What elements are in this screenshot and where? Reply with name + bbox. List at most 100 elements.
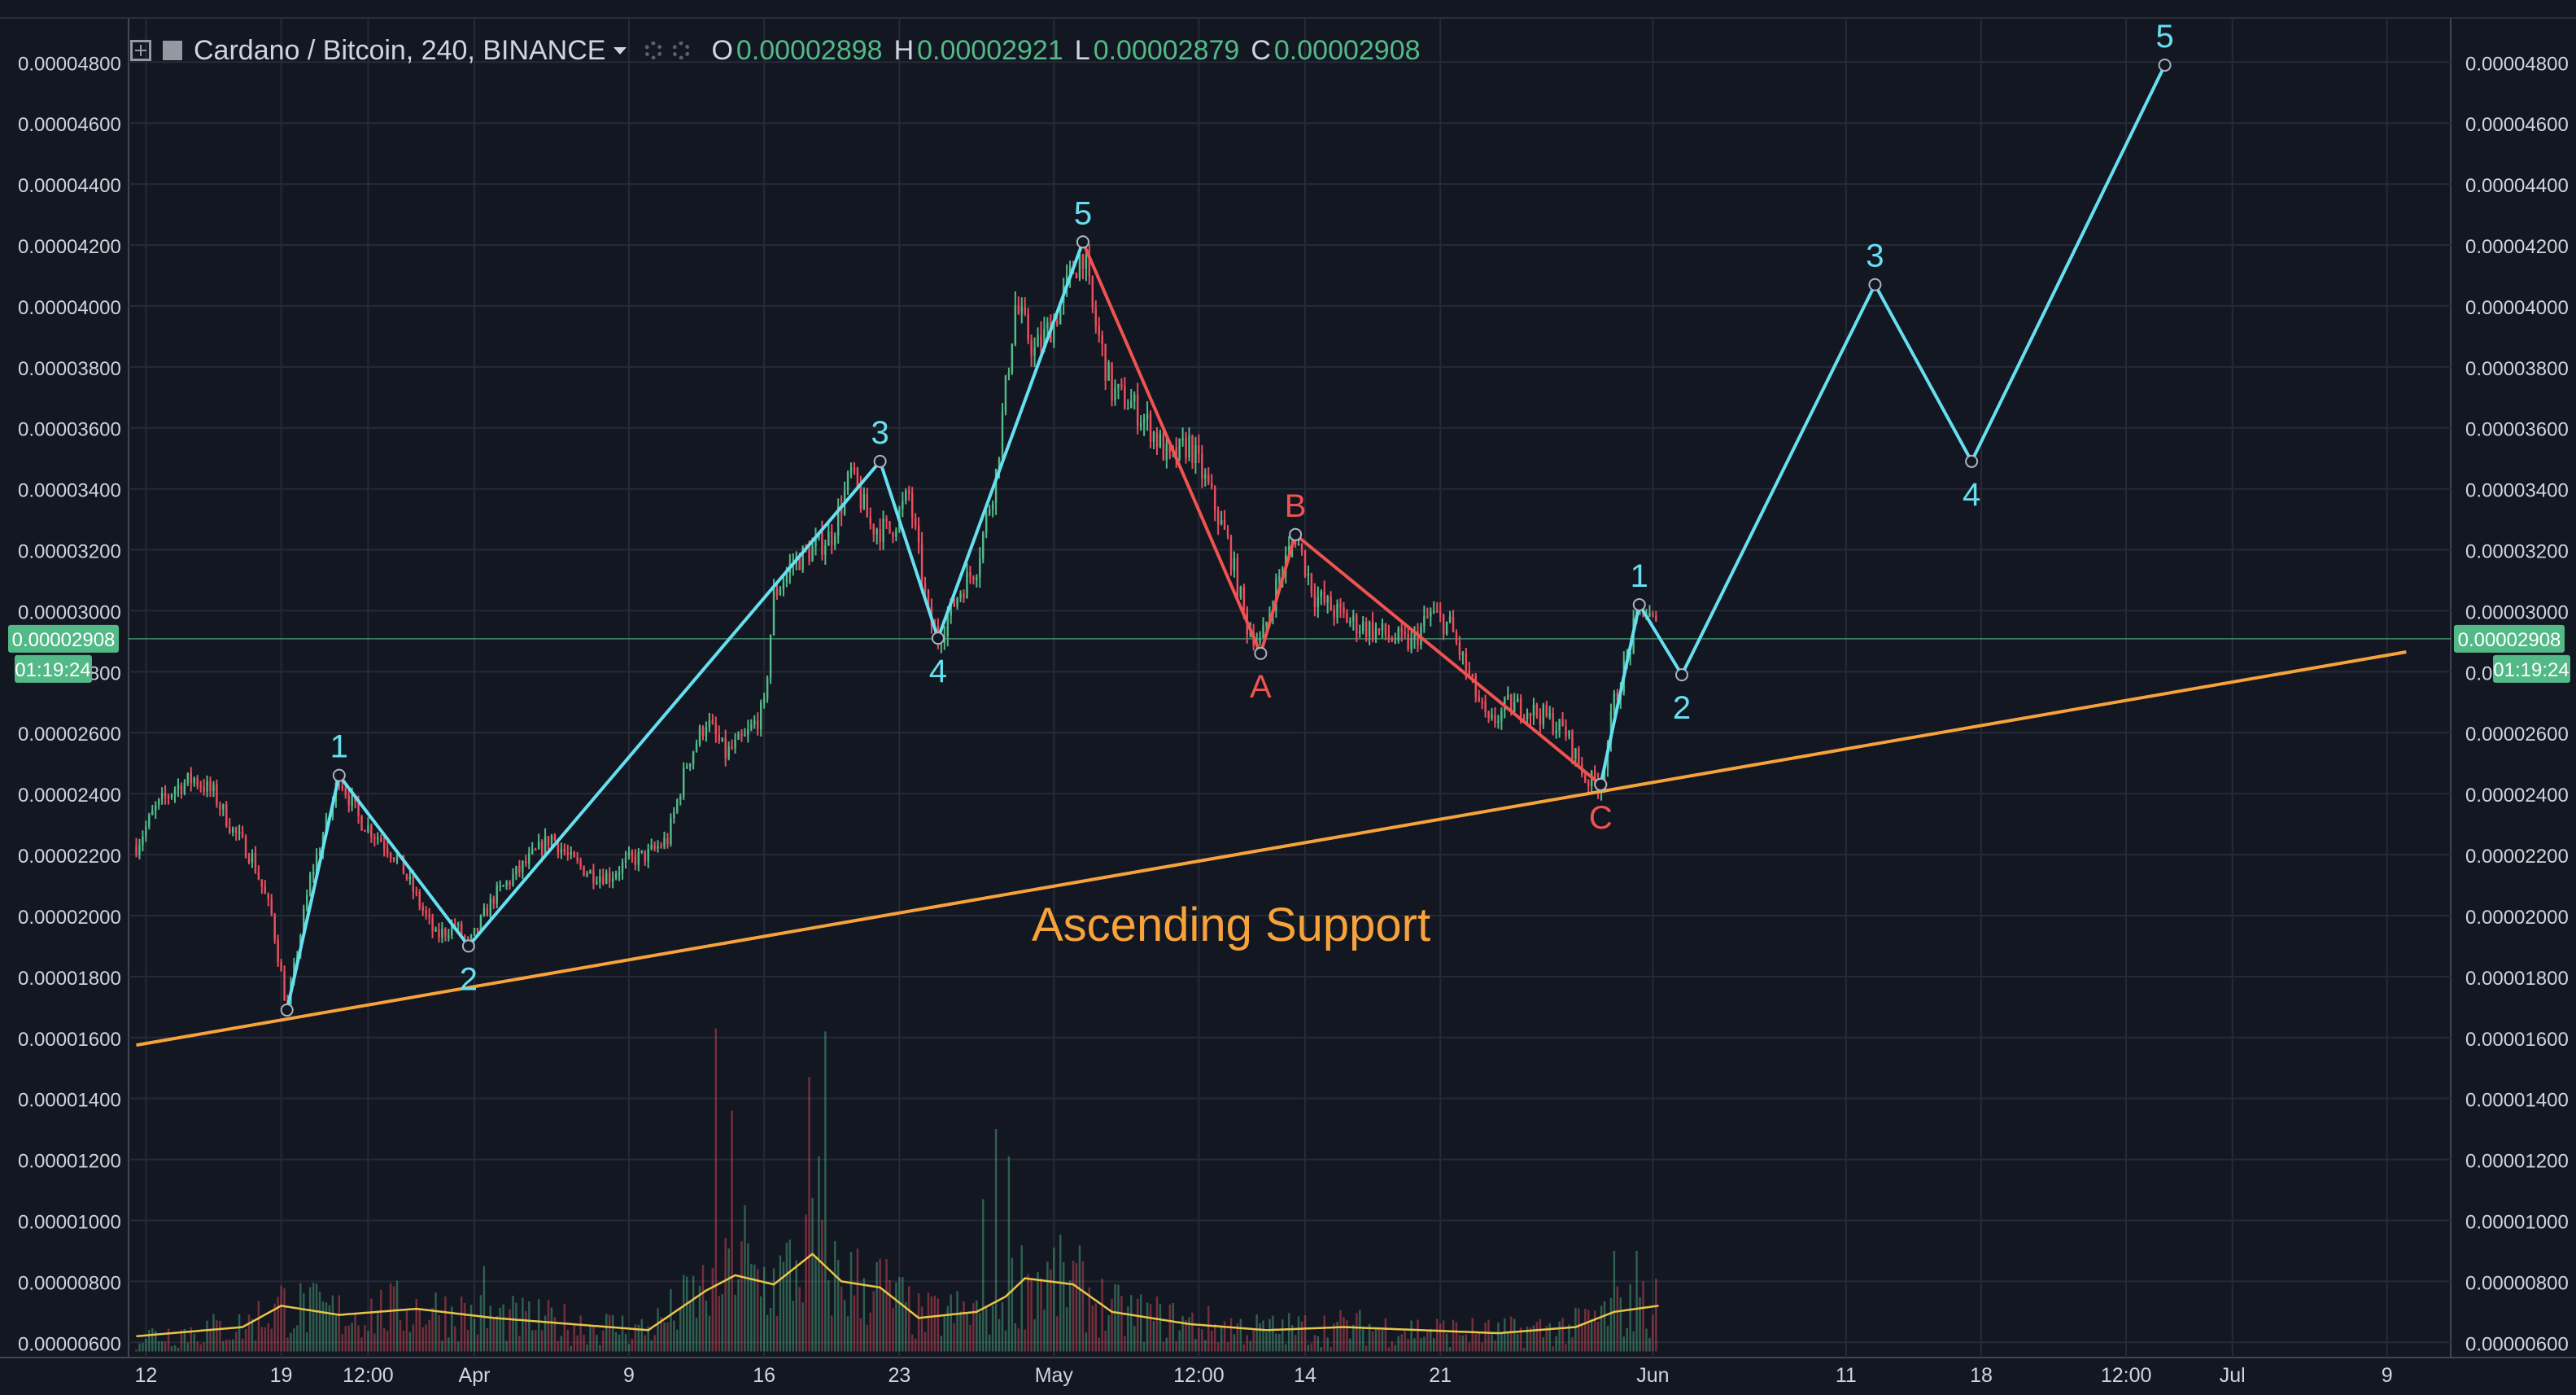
volume-bar (576, 1335, 579, 1352)
wave-point (280, 1004, 294, 1017)
format-icon[interactable] (672, 42, 691, 59)
volume-bar (1185, 1320, 1187, 1352)
volume-bar (1445, 1333, 1448, 1352)
wave-point (931, 632, 945, 645)
volume-bar (1198, 1327, 1200, 1352)
volume-bar (280, 1285, 282, 1352)
volume-bar (1510, 1316, 1513, 1352)
volume-bar (1043, 1310, 1046, 1352)
volume-bar (254, 1340, 257, 1352)
candle-body (998, 457, 1001, 470)
candle-body (1371, 621, 1374, 638)
chevron-down-icon[interactable] (613, 46, 627, 55)
volume-bar (1078, 1245, 1081, 1352)
volume-bar (367, 1331, 369, 1352)
candle-body (1329, 596, 1332, 611)
volume-bar (1458, 1335, 1461, 1352)
candle-body (1478, 697, 1480, 702)
candle-body (1127, 408, 1129, 410)
candle-body (260, 879, 264, 887)
volume-bar (1175, 1340, 1177, 1352)
y-tick-label-left: 0.00004800 (18, 53, 121, 75)
candle-body (479, 915, 482, 931)
candle-body (969, 572, 971, 577)
candle-body (1300, 544, 1303, 551)
candle-body (1104, 343, 1107, 381)
volume-bar (1529, 1327, 1532, 1352)
y-tick-label-right: 0.00002200 (2465, 846, 2569, 868)
candle-body (1471, 674, 1474, 676)
candle-body (382, 842, 386, 849)
volume-bar (1423, 1336, 1426, 1352)
candle-body (605, 872, 608, 884)
candle-body (428, 914, 430, 917)
candle-body (866, 493, 869, 518)
volume-bar (473, 1318, 476, 1352)
volume-bar (920, 1306, 923, 1352)
volume-bar (705, 1301, 708, 1352)
candle-body (463, 936, 466, 939)
candle-body (834, 536, 836, 545)
candle-body (1346, 612, 1348, 623)
volume-bar (953, 1323, 955, 1352)
y-tick-label-right: 0.00002000 (2465, 907, 2569, 929)
candle-body (155, 805, 157, 811)
volume-bar (1146, 1302, 1149, 1352)
candle-body (814, 538, 817, 547)
volume-bar (985, 1305, 988, 1352)
candle-body (734, 739, 736, 749)
candle-body (457, 923, 460, 926)
candle-body (637, 851, 640, 865)
volume-bar (1587, 1310, 1590, 1352)
volume-bar (334, 1315, 338, 1352)
settings-icon[interactable] (644, 42, 663, 59)
candle-body (386, 848, 389, 854)
candle-body (270, 899, 273, 915)
volume-bar (1088, 1287, 1091, 1352)
volume-bar (892, 1307, 894, 1352)
candle-body (1455, 632, 1458, 642)
wave-point (873, 454, 887, 468)
y-tick-label-right: 0.00004600 (2465, 114, 2569, 136)
candle-body (308, 875, 312, 895)
candle-body (1242, 586, 1246, 609)
volume-bar (1024, 1329, 1026, 1352)
candle-body (1236, 558, 1239, 597)
candle-body (1178, 439, 1181, 460)
candle-body (306, 894, 308, 909)
ascending-support-line[interactable]: Ascending Support (136, 650, 2407, 1047)
candle-body (522, 861, 524, 872)
candle-body (476, 928, 479, 931)
candle-body (1487, 711, 1490, 719)
candle-body (1185, 438, 1187, 458)
candle-body (1558, 719, 1561, 731)
volume-bar (621, 1315, 624, 1352)
chart-legend: Cardano / Bitcoin, 240, BINANCE O 0.00002… (130, 31, 1421, 70)
candle-body (1497, 721, 1500, 724)
volume-bar (257, 1301, 260, 1352)
candle-body (1513, 702, 1516, 713)
volume-bar (1268, 1318, 1271, 1352)
candle-body (801, 546, 804, 571)
elliott-wave-lines[interactable] (280, 59, 2172, 1017)
candle-body (1593, 771, 1596, 781)
expand-icon[interactable] (130, 40, 151, 61)
candle-body (644, 850, 646, 862)
volume-bar (486, 1327, 489, 1352)
y-tick-label-right: 0.00004200 (2465, 236, 2569, 258)
volume-bar (1178, 1330, 1181, 1352)
volume-bar (135, 1349, 138, 1352)
symbol-title[interactable]: Cardano / Bitcoin, 240, BINANCE (194, 34, 606, 66)
candle-body (1136, 395, 1139, 426)
candle-body (1458, 641, 1461, 655)
volume-bar (328, 1305, 331, 1352)
candle-body (1426, 616, 1429, 619)
grid (0, 17, 2576, 1358)
volume-bar (653, 1335, 656, 1352)
volume-bar (1242, 1344, 1246, 1352)
candle-body (425, 910, 427, 915)
candle-body (1526, 712, 1529, 719)
volume-bar (923, 1332, 927, 1352)
volume-bar (1461, 1335, 1465, 1352)
